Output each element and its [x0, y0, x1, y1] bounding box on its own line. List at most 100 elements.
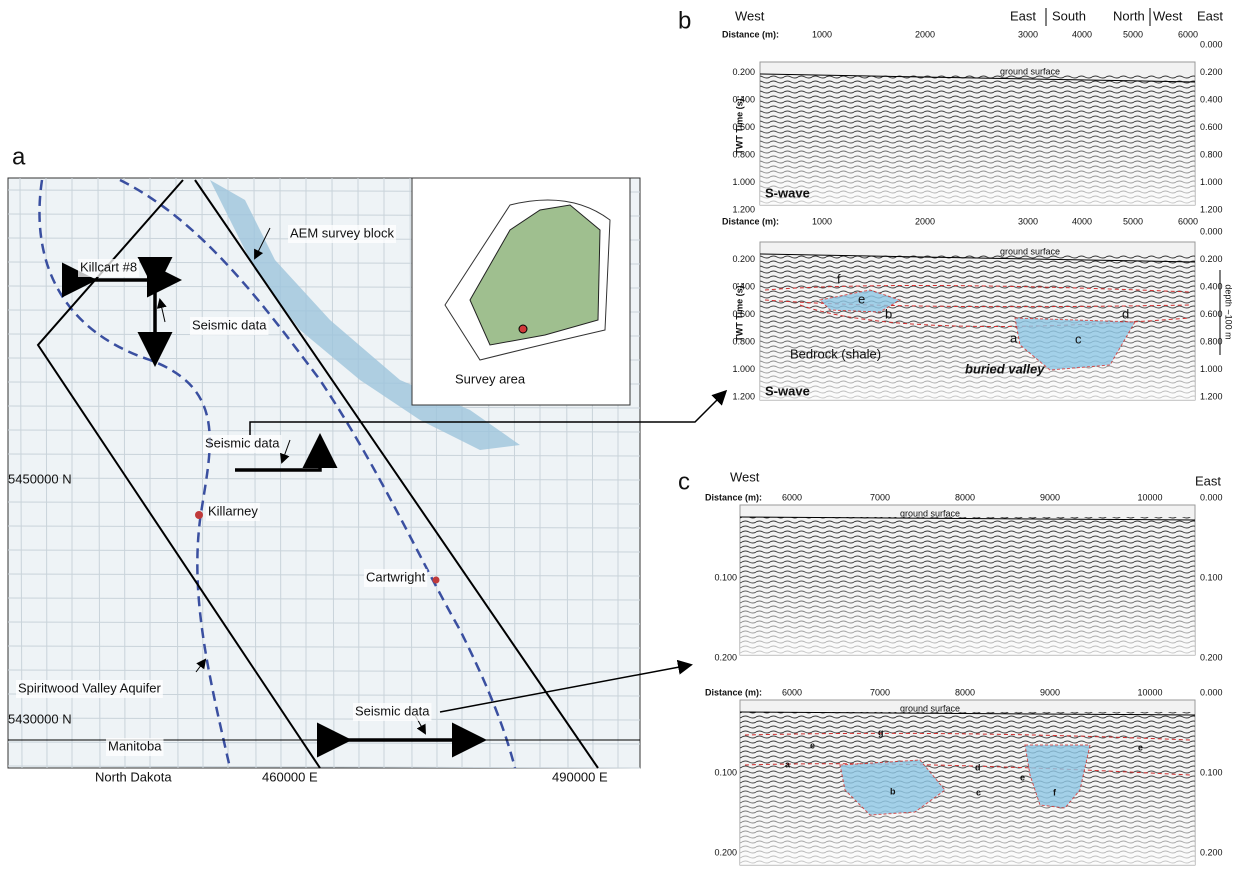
unit-letter: a: [1010, 330, 1018, 345]
map-road: [253, 177, 257, 769]
panel-label: a: [12, 143, 26, 170]
map-label: North Dakota: [95, 769, 172, 784]
unit-letter: f: [1053, 787, 1057, 797]
label-bg: [93, 769, 174, 787]
time-tick-right: 0.200: [1200, 254, 1223, 264]
label-bg: [453, 371, 528, 389]
map-road: [7, 765, 641, 769]
blue-fill: [1014, 317, 1136, 371]
distance-tick: 9000: [1040, 687, 1060, 697]
distance-tick: 6000: [1178, 29, 1198, 39]
time-tick-left: 1.000: [732, 364, 755, 374]
unit-letter: e: [1138, 742, 1143, 752]
ground-label: ground surface: [900, 703, 960, 713]
map-label: Seismic data: [205, 435, 280, 450]
unit-letter: g: [878, 727, 884, 737]
time-tick-right: 0.000: [1200, 492, 1223, 502]
direction-label: East: [1195, 473, 1221, 488]
map-label: Cartwright: [366, 569, 426, 584]
distance-tick: 7000: [870, 687, 890, 697]
pointer: [195, 658, 207, 673]
direction-label: South: [1052, 8, 1086, 23]
blue-fill: [839, 759, 946, 816]
distance-label: Distance (m):: [705, 492, 762, 502]
time-tick-left: 1.000: [732, 177, 755, 187]
wave-label: S-wave: [765, 383, 810, 398]
unit-letter: a: [785, 759, 791, 769]
distance-tick: 5000: [1123, 216, 1143, 226]
time-tick-right: 0.400: [1200, 281, 1223, 291]
link-arrow: [249, 389, 728, 435]
seismic-fade: [740, 712, 1195, 865]
unit-letter: f: [837, 271, 841, 286]
map-label: AEM survey block: [290, 225, 395, 240]
survey-location: [518, 324, 528, 334]
distance-tick: 9000: [1040, 492, 1060, 502]
map-label: Survey area: [455, 371, 526, 386]
ground-surface-line: [739, 711, 1196, 716]
time-tick-left: 0.400: [732, 281, 755, 291]
town: [195, 511, 203, 519]
direction-label: East: [1197, 8, 1223, 23]
time-tick-right: 0.200: [1200, 67, 1223, 77]
blue-fill: [1024, 744, 1091, 809]
distance-label: Distance (m):: [705, 687, 762, 697]
depth-label: depth ~100 m: [1224, 284, 1234, 339]
unit-letter: c: [976, 787, 981, 797]
direction-label: West: [730, 469, 760, 484]
pointer: [156, 298, 167, 323]
time-tick-right: 0.800: [1200, 336, 1223, 346]
time-tick-left: 0.600: [732, 122, 755, 132]
time-tick-left: 0.800: [732, 149, 755, 159]
distance-tick: 6000: [782, 492, 802, 502]
unit-outline: [744, 732, 1191, 776]
direction-label: East: [1010, 8, 1036, 23]
wave-label: S-wave: [765, 185, 810, 200]
seismic-fade: [740, 517, 1195, 655]
time-tick-left: 0.600: [732, 309, 755, 319]
map-label: Killarney: [208, 503, 258, 518]
time-tick-right: 0.100: [1200, 572, 1223, 582]
distance-tick: 6000: [782, 687, 802, 697]
lake: [210, 180, 520, 450]
distance-tick: 6000: [1178, 216, 1198, 226]
time-tick-right: 0.000: [1200, 687, 1223, 697]
aquifer-boundary: [38, 179, 232, 769]
distance-tick: 4000: [1072, 29, 1092, 39]
map-label: Killcart #8: [80, 259, 137, 274]
map-label: Manitoba: [108, 738, 162, 753]
map-label: Seismic data: [192, 317, 267, 332]
unit-letter: e: [858, 291, 865, 306]
bedrock-label: Bedrock (shale): [790, 346, 881, 361]
valley-label: buried valley: [965, 361, 1045, 376]
distance-tick: 4000: [1072, 216, 1092, 226]
label-bg: [288, 225, 397, 243]
time-tick-left: 0.100: [714, 572, 737, 582]
label-bg: [106, 738, 164, 756]
map-road: [331, 177, 335, 769]
distance-tick: 2000: [915, 29, 935, 39]
time-tick-right: 0.200: [1200, 847, 1223, 857]
seismic-fade: [760, 74, 1195, 205]
distance-label: Distance (m):: [722, 216, 779, 226]
time-tick-left: 0.100: [714, 767, 737, 777]
map-road: [7, 477, 641, 481]
time-tick-right: 1.200: [1200, 204, 1223, 214]
time-tick-left: 1.200: [732, 391, 755, 401]
map-road: [7, 549, 641, 553]
time-axis-label: TWT Time (s):: [734, 95, 744, 154]
distance-tick: 3000: [1018, 216, 1038, 226]
label-bg: [16, 680, 163, 698]
panel-label: b: [678, 7, 691, 34]
ground-label: ground surface: [1000, 66, 1060, 76]
unit-letter: c: [1075, 331, 1082, 346]
time-tick-right: 0.200: [1200, 652, 1223, 662]
survey-block: [36, 179, 599, 769]
time-tick-right: 0.800: [1200, 149, 1223, 159]
label-bg: [364, 569, 428, 587]
time-tick-left: 0.800: [732, 336, 755, 346]
label-bg: [190, 317, 269, 335]
distance-label: Distance (m):: [722, 29, 779, 39]
time-tick-left: 0.200: [714, 847, 737, 857]
